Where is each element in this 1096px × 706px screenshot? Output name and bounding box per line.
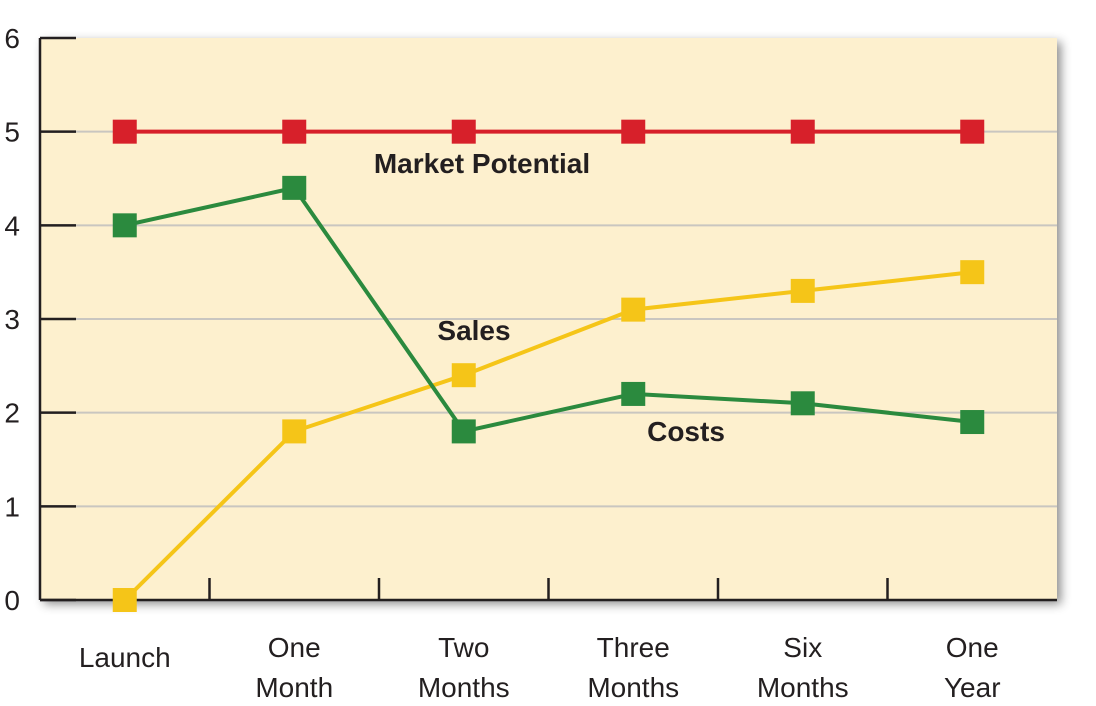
x-tick-label-line: One xyxy=(946,632,999,663)
x-tick-label: Three Months xyxy=(587,632,679,703)
x-tick-label-line: One xyxy=(268,632,321,663)
data-point-sales xyxy=(790,278,815,303)
data-point-sales xyxy=(621,297,646,322)
y-tick-label: 3 xyxy=(4,304,20,335)
data-point-market-potential xyxy=(282,119,307,144)
x-tick-label: One Month xyxy=(255,632,333,703)
data-point-costs xyxy=(451,419,476,444)
series-layer xyxy=(112,119,985,612)
series-label: Costs xyxy=(647,416,725,447)
data-point-costs xyxy=(112,213,137,238)
series-label: Sales xyxy=(437,315,510,346)
x-tick-label-line: Launch xyxy=(79,642,171,673)
x-tick-label-line: Year xyxy=(944,672,1001,703)
x-tick-label-line: Months xyxy=(587,672,679,703)
x-tick-label-line: Months xyxy=(757,672,849,703)
data-point-market-potential xyxy=(112,119,137,144)
series-line-sales xyxy=(123,270,973,602)
data-point-costs xyxy=(282,175,307,200)
x-tick-label-line: Two xyxy=(438,632,489,663)
x-tick-label: Six Months xyxy=(757,632,849,703)
y-tick-label: 4 xyxy=(4,210,20,241)
x-tick-label-line: Six xyxy=(783,632,822,663)
x-tick-label: Launch xyxy=(79,642,171,673)
data-point-sales xyxy=(282,419,307,444)
axes: 0 1 2 3 4 5 6 Launch One Month Two Months Three Month… xyxy=(4,23,1057,703)
data-point-market-potential xyxy=(621,119,646,144)
data-point-sales xyxy=(451,363,476,388)
data-point-costs xyxy=(790,391,815,416)
data-point-market-potential xyxy=(960,119,985,144)
x-tick-label-line: Month xyxy=(255,672,333,703)
x-tick-label: Two Months xyxy=(418,632,510,703)
series-line-costs xyxy=(124,185,973,434)
data-point-costs xyxy=(960,410,985,435)
data-point-costs xyxy=(621,381,646,406)
y-tick-label: 6 xyxy=(4,23,20,54)
data-point-market-potential xyxy=(451,119,476,144)
data-point-sales xyxy=(112,588,137,612)
label-layer: Market Potential Sales Costs xyxy=(374,148,725,447)
data-point-market-potential xyxy=(790,119,815,144)
x-tick-label: One Year xyxy=(944,632,1001,703)
x-tick-label-line: Months xyxy=(418,672,510,703)
y-tick-label: 1 xyxy=(4,491,20,522)
y-tick-label: 2 xyxy=(4,398,20,429)
y-tick-label: 0 xyxy=(4,585,20,616)
x-tick-label-line: Three xyxy=(597,632,670,663)
data-point-sales xyxy=(960,260,985,285)
y-tick-label: 5 xyxy=(4,117,20,148)
series-label: Market Potential xyxy=(374,148,590,179)
